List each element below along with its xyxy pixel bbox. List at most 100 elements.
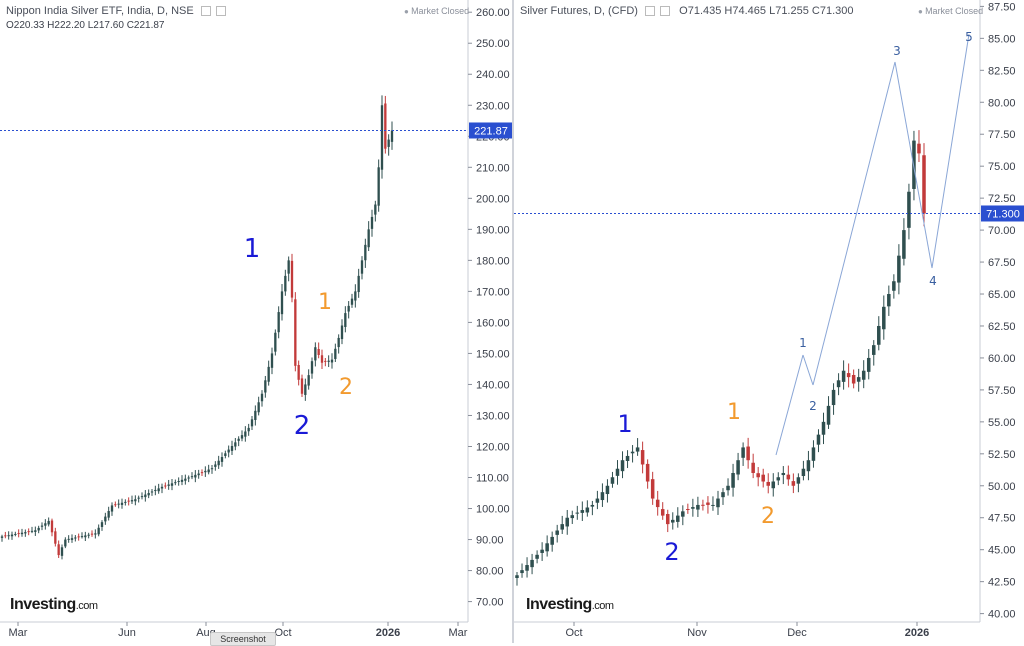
wave-projection-line — [802, 354, 814, 386]
x-tick-label: Nov — [687, 627, 707, 639]
y-tick-label: 62.50 — [988, 321, 1016, 333]
last-price-tag — [469, 122, 512, 139]
y-tick-label: 70.00 — [476, 597, 504, 609]
silver-futures-chart-panel[interactable]: 40.00 42.50 45.00 47.50 50.00 52.50 55.00 57.50… — [512, 0, 1024, 643]
settings-icon[interactable] — [645, 6, 656, 17]
candle-body — [84, 535, 87, 538]
candle-body — [94, 533, 97, 535]
candle-body — [67, 538, 70, 540]
wave-label: 3 — [893, 44, 901, 58]
wave-projection-line — [894, 61, 933, 269]
y-tick-label: 47.50 — [988, 513, 1016, 525]
candle-body — [100, 522, 104, 527]
candle-body — [134, 499, 137, 502]
candle-body — [297, 364, 300, 380]
candle-body — [294, 299, 297, 366]
wave-label: 1 — [318, 290, 332, 315]
y-tick-label: 210.00 — [476, 162, 510, 174]
candle-body — [344, 313, 347, 328]
candle-body — [746, 446, 750, 461]
y-tick-label: 240.00 — [476, 69, 510, 81]
candle-body — [257, 402, 260, 413]
close-icon[interactable] — [660, 6, 671, 17]
candle-body — [167, 484, 170, 486]
etf-chart-title: Nippon India Silver ETF, India, D, NSE — [6, 5, 226, 17]
y-tick-label: 50.00 — [988, 481, 1016, 493]
etf-chart-panel[interactable]: 70.00 80.00 90.00 100.00 110.00 120.00 130.00 1… — [0, 0, 512, 646]
candle-body — [150, 491, 154, 493]
etf-candlestick-chart[interactable]: 70.00 80.00 90.00 100.00 110.00 120.00 130.00 1… — [0, 0, 512, 643]
x-tick-label: 2026 — [905, 627, 929, 639]
candle-body — [645, 463, 650, 482]
y-tick-label: 87.50 — [988, 1, 1016, 13]
candle-body — [110, 505, 114, 512]
y-tick-label: 120.00 — [476, 441, 510, 453]
y-tick-label: 70.00 — [988, 225, 1016, 237]
candle-body — [47, 520, 50, 525]
y-tick-label: 57.50 — [988, 385, 1016, 397]
candle-body — [74, 537, 77, 539]
etf-title-text: Nippon India Silver ETF, India, D, NSE — [6, 5, 194, 17]
y-tick-label: 40.00 — [988, 609, 1016, 621]
x-tick-label: Oct — [274, 627, 291, 639]
candle-body — [354, 291, 357, 301]
candle-body — [144, 494, 147, 498]
y-tick-label: 45.00 — [988, 545, 1016, 557]
candle-body — [620, 460, 625, 472]
settings-icon[interactable] — [200, 6, 211, 17]
candle-body — [821, 421, 826, 435]
investing-logo: Investing.com — [526, 596, 614, 614]
x-tick-label: Oct — [565, 627, 582, 639]
candle-body — [671, 519, 675, 523]
candle-body — [34, 530, 37, 532]
candle-body — [917, 143, 921, 154]
candle-body — [665, 513, 670, 525]
etf-high: H222.20 — [47, 20, 85, 31]
candle-body — [826, 405, 831, 425]
wave-label: 1 — [799, 336, 807, 350]
candle-body — [736, 460, 740, 475]
candle-body — [711, 504, 715, 506]
etf-low: L217.60 — [87, 20, 124, 31]
candle-body — [40, 525, 44, 527]
candle-body — [771, 481, 776, 489]
y-tick-label: 160.00 — [476, 317, 510, 329]
close-icon[interactable] — [215, 6, 226, 17]
candle-body — [766, 481, 770, 486]
candle-body — [127, 500, 130, 502]
candle-body — [317, 349, 320, 355]
candle-body — [560, 524, 564, 530]
candle-body — [625, 455, 630, 461]
y-tick-label: 170.00 — [476, 286, 510, 298]
candle-body — [160, 486, 164, 489]
candle-body — [866, 357, 871, 372]
silver-candlestick-chart[interactable]: 40.00 42.50 45.00 47.50 50.00 52.50 55.00 57.50… — [514, 0, 1024, 643]
wave-label: 2 — [809, 399, 817, 413]
candle-body — [530, 559, 534, 568]
candle-body — [676, 515, 680, 522]
last-price-label: 71.300 — [986, 208, 1020, 220]
silver-chart-title: Silver Futures, D, (CFD) O71.435 H74.465… — [520, 5, 854, 17]
y-tick-label: 190.00 — [476, 224, 510, 236]
candle-body — [64, 539, 67, 547]
candle-body — [570, 515, 575, 519]
candle-body — [224, 453, 227, 456]
candle-body — [250, 419, 254, 427]
silver-high: H74.465 — [724, 5, 767, 17]
candle-body — [595, 498, 600, 503]
candle-body — [660, 509, 665, 516]
wave-label: 2 — [761, 504, 775, 529]
candle-body — [280, 291, 284, 315]
candle-body — [565, 517, 570, 527]
wave-label: 5 — [965, 30, 973, 44]
screenshot-tab[interactable]: Screenshot — [210, 632, 276, 646]
candle-body — [525, 565, 529, 571]
silver-low: L71.255 — [769, 5, 809, 17]
candle-body — [786, 474, 791, 480]
candle-body — [731, 472, 735, 488]
candle-body — [841, 370, 846, 382]
candle-body — [324, 360, 327, 362]
wave-label: 2 — [339, 375, 353, 400]
etf-close: C221.87 — [126, 20, 165, 31]
y-tick-label: 80.00 — [476, 566, 504, 578]
